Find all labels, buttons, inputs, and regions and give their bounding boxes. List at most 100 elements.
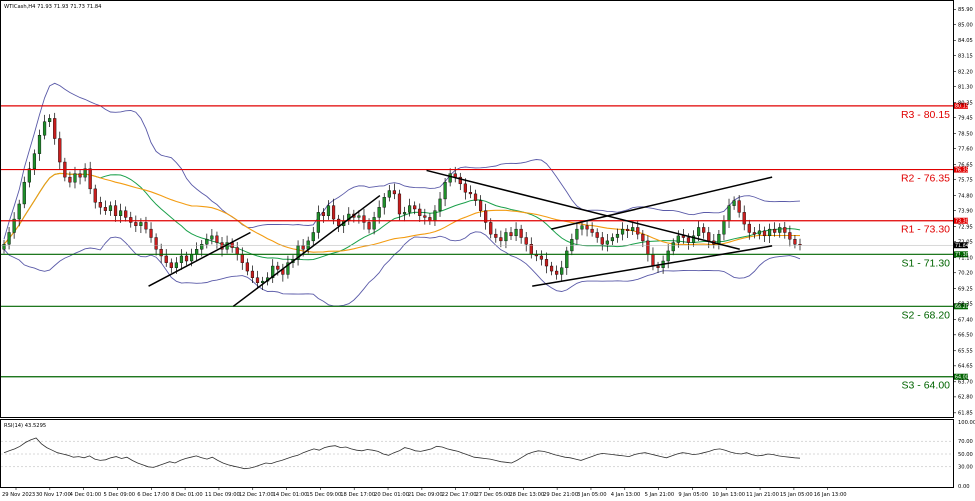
candle-down [413,205,417,210]
candle-down [362,215,366,223]
y-tick-label: 64.65 [958,364,973,370]
candle-up [560,267,564,275]
main-panel [0,0,954,418]
rsi-panel [0,419,954,488]
candle-up [377,207,381,218]
level-label-s1: S1 - 71.30 [902,257,951,269]
x-tick-label: 9 Jan 05:00 [678,492,708,498]
candle-down [169,262,173,268]
candle-up [443,181,447,200]
x-tick-label: 11 Jan 21:00 [746,492,779,498]
candle-up [691,235,696,243]
x-tick-label: 8 Dec 01:00 [171,492,203,498]
candle-down [752,232,756,235]
candle-up [408,205,412,213]
candle-down [124,210,128,218]
candle-down [707,232,711,242]
x-tick-label: 27 Dec 05:00 [475,492,510,498]
candle-down [134,222,138,226]
candle-down [737,200,741,213]
level-price-box-text: 80.15 [955,104,969,110]
candle-down [783,227,787,233]
y-tick-label: 80.35 [958,100,973,106]
level-price-box-text: 71.30 [955,252,969,258]
candle-up [382,197,386,208]
candle-up [17,203,21,220]
candle-up [727,205,731,221]
candle-up [580,225,584,230]
candle-down [235,247,239,255]
x-tick-label: 10 Jan 13:00 [712,492,745,498]
candle-up [179,255,184,263]
chart-header: WTICash,H4 71.93 71.93 71.73 71.84 [4,4,102,10]
candle-up [402,212,407,215]
y-tick-label: 68.35 [958,302,973,308]
moving-average-orange [3,172,801,253]
candle-down [793,238,797,245]
candle-down [549,265,554,272]
y-tick-label: 78.50 [958,131,973,137]
candle-down [626,228,630,232]
level-price-box [954,373,968,380]
x-tick-label: 18 Dec 17:00 [340,492,375,498]
candle-down [53,118,57,139]
y-tick-label: 72.95 [958,224,973,230]
candle-down [68,176,72,183]
candle-up [387,190,391,198]
candle-down [154,237,158,250]
candle-up [732,200,736,206]
candle-up [2,244,6,250]
x-tick-label: 15 Dec 09:00 [306,492,341,498]
trendline [532,245,773,287]
candle-up [22,181,26,205]
candle-down [458,176,462,185]
x-tick-label: 6 Dec 17:00 [137,492,169,498]
candle-down [331,205,336,220]
candle-up [205,238,209,245]
candle-up [697,227,701,237]
rsi-line [3,437,801,470]
y-tick-label: 73.90 [958,208,973,214]
candle-down [88,168,92,190]
candle-down [478,200,483,211]
x-tick-label: 22 Dec 17:00 [442,492,477,498]
candle-down [641,233,645,242]
level-price-box [954,102,968,109]
candle-up [7,232,11,245]
trendline [551,176,773,230]
trendline [426,169,740,250]
bollinger-upper [3,82,801,240]
candle-up [717,233,721,245]
candle-down [149,228,153,238]
y-tick-label: 82.20 [958,69,973,75]
y-tick-label: 85.90 [958,7,973,13]
rsi-tick-label: 0.00 [958,484,970,490]
y-tick-label: 76.65 [958,162,973,168]
candle-down [58,138,62,163]
candle-down [529,244,533,255]
candle-down [762,230,767,237]
candle-up [42,121,47,136]
candle-up [48,118,52,122]
candle-up [195,249,199,255]
level-price-box [954,251,968,258]
candle-down [301,245,305,250]
candle-up [200,244,204,250]
candle-up [575,228,579,240]
rsi-label: RSI(14) 43.5295 [4,423,46,429]
candle-up [615,233,620,238]
candle-down [255,277,260,284]
candle-down [250,270,255,278]
candle-down [98,202,102,208]
y-tick-label: 71.10 [958,255,973,261]
candle-down [600,237,604,245]
candle-down [129,217,133,223]
candle-down [590,228,594,233]
candle-down [519,228,523,238]
candle-up [27,168,31,183]
x-tick-label: 4 Jan 13:00 [611,492,641,498]
candle-up [671,242,675,252]
candle-down [595,232,599,238]
y-tick-label: 66.50 [958,333,973,339]
